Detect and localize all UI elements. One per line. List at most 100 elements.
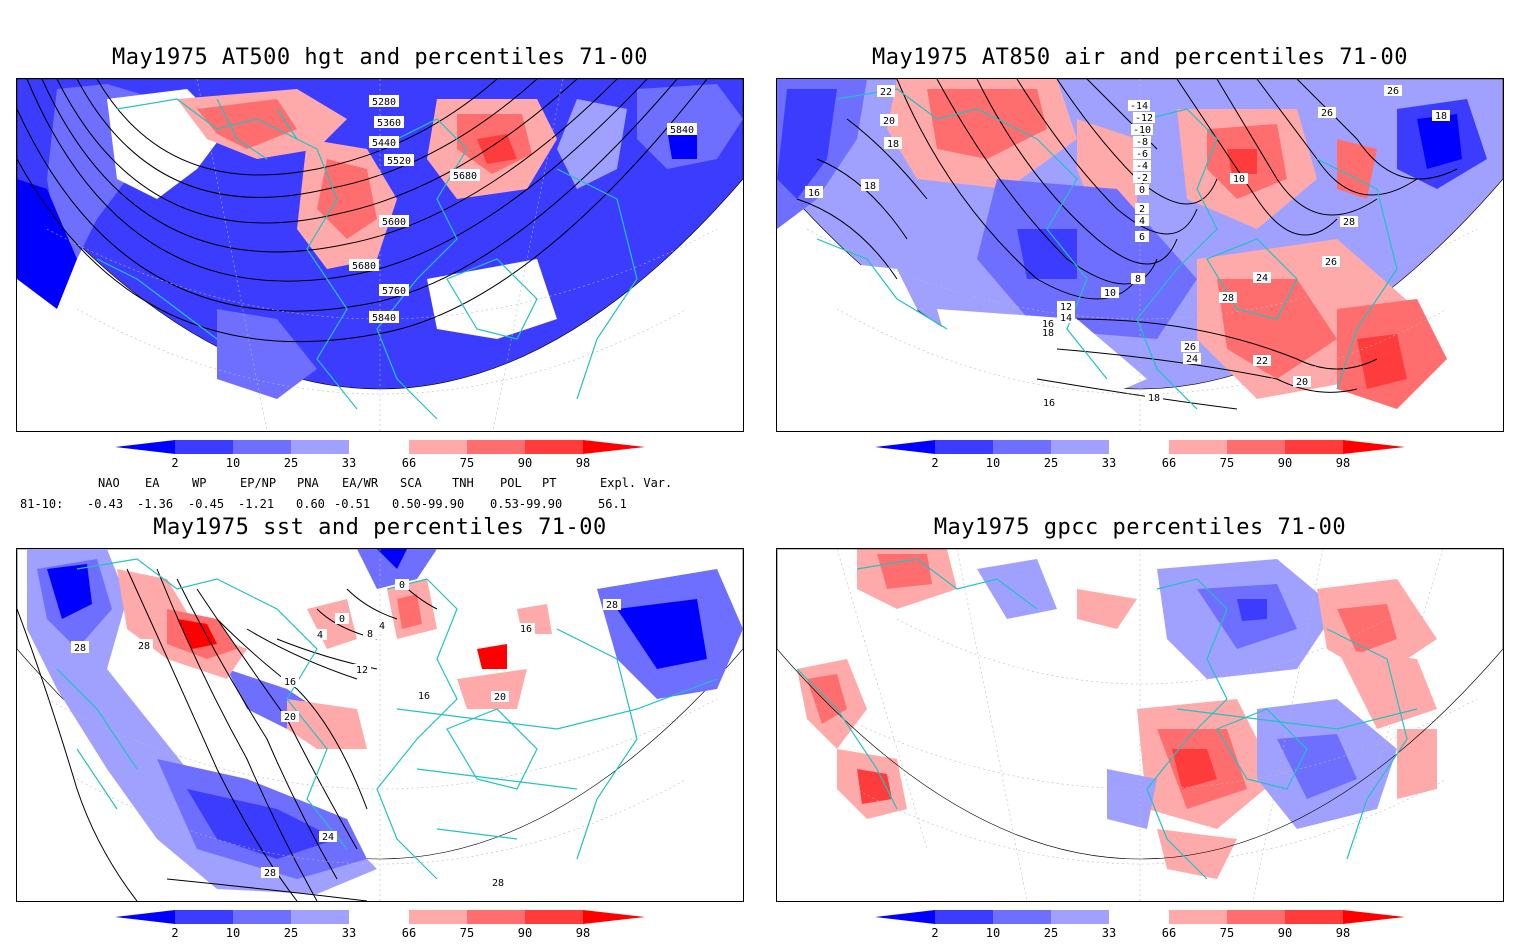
svg-text:33: 33 <box>1102 456 1116 470</box>
svg-text:90: 90 <box>518 926 532 940</box>
contour-label: 28 <box>1219 292 1237 304</box>
svg-text:28: 28 <box>1222 293 1234 304</box>
svg-text:-10: -10 <box>1133 125 1151 136</box>
contour-label: 18 <box>884 137 902 150</box>
svg-text:2: 2 <box>171 456 178 470</box>
svg-text:25: 25 <box>1044 456 1058 470</box>
svg-text:66: 66 <box>402 456 416 470</box>
contour-label: 5280 <box>369 95 399 108</box>
indices-table: NAO EA WP EP/NP PNA EA/WR SCA TNH POL PT… <box>20 474 740 514</box>
contour-label: -14 <box>1128 100 1150 112</box>
svg-text:98: 98 <box>1336 926 1350 940</box>
contour-label: 26 <box>1322 256 1340 268</box>
contour-label: 0 <box>1135 184 1149 196</box>
contour-labels: 5280 5360 5440 5520 5600 5680 5760 5840 … <box>349 95 697 324</box>
svg-text:24: 24 <box>1256 273 1268 284</box>
contour-label: 26 <box>1181 341 1199 353</box>
contour-label: 20 <box>880 114 898 127</box>
svg-text:16: 16 <box>1042 319 1054 330</box>
svg-text:-6: -6 <box>1136 149 1148 160</box>
svg-text:2: 2 <box>931 456 938 470</box>
svg-text:12: 12 <box>356 665 368 676</box>
svg-text:0.50-99.90: 0.50-99.90 <box>392 497 464 511</box>
contour-label: 16 <box>1040 397 1058 409</box>
svg-text:5680: 5680 <box>352 261 376 272</box>
svg-text:22: 22 <box>880 87 892 98</box>
contour-label: -10 <box>1131 124 1153 136</box>
svg-text:16: 16 <box>284 677 296 688</box>
contour-label: 18 <box>1432 110 1450 122</box>
svg-text:66: 66 <box>1162 926 1176 940</box>
indices-values: 81-10: -0.43 -1.36 -0.45 -1.21 0.60 -0.5… <box>20 497 627 511</box>
contour-label: 0 <box>395 579 409 591</box>
svg-text:75: 75 <box>460 456 474 470</box>
svg-text:90: 90 <box>1278 926 1292 940</box>
svg-text:14: 14 <box>1060 313 1072 324</box>
panel-title-gpcc: May1975 gpcc percentiles 71-00 <box>933 515 1347 540</box>
svg-text:20: 20 <box>284 712 296 723</box>
colorbar-hgt500: 2 10 25 33 66 75 90 98 <box>115 440 645 470</box>
svg-text:28: 28 <box>1343 217 1355 228</box>
contour-lines <box>17 79 708 343</box>
svg-text:28: 28 <box>606 600 618 611</box>
svg-text:90: 90 <box>518 456 532 470</box>
svg-text:2: 2 <box>931 926 938 940</box>
indices-headers: NAO EA WP EP/NP PNA EA/WR SCA TNH POL PT… <box>98 476 672 490</box>
svg-text:5520: 5520 <box>387 156 411 167</box>
contour-label: 16 <box>517 623 535 635</box>
svg-text:75: 75 <box>1220 456 1234 470</box>
contour-label: 5760 <box>379 284 409 297</box>
contour-label: -6 <box>1133 148 1151 160</box>
graticule <box>806 79 1478 431</box>
contour-label: 5440 <box>369 136 399 149</box>
svg-text:PT: PT <box>542 476 556 490</box>
contour-labels: 22 20 18 18 16 -14 -12 -10 -8 -6 -4 -2 0… <box>805 85 1450 409</box>
svg-text:28: 28 <box>138 641 150 652</box>
svg-text:PNA: PNA <box>297 476 319 490</box>
svg-text:-12: -12 <box>1135 113 1153 124</box>
svg-text:12: 12 <box>1060 302 1072 313</box>
svg-text:4: 4 <box>379 621 385 632</box>
contour-label: 24 <box>1183 353 1201 365</box>
svg-text:75: 75 <box>1220 926 1234 940</box>
svg-text:5360: 5360 <box>377 118 401 129</box>
svg-text:6: 6 <box>1139 232 1145 243</box>
panel-title-hgt500: May1975 AT500 hgt and percentiles 71-00 <box>111 45 649 70</box>
svg-text:4: 4 <box>317 630 323 641</box>
svg-text:5760: 5760 <box>382 286 406 297</box>
svg-text:0: 0 <box>339 614 345 625</box>
svg-text:TNH: TNH <box>452 476 474 490</box>
contour-label: 28 <box>489 877 507 889</box>
contour-label: -12 <box>1133 112 1155 124</box>
svg-text:0.53-99.90: 0.53-99.90 <box>490 497 562 511</box>
svg-text:4: 4 <box>1139 216 1145 227</box>
panel-title-sst: May1975 sst and percentiles 71-00 <box>153 515 607 540</box>
contour-label: 12 <box>1057 301 1075 313</box>
svg-text:10: 10 <box>226 456 240 470</box>
contour-label: 22 <box>1253 355 1271 367</box>
contour-label: 5600 <box>379 215 409 228</box>
svg-text:98: 98 <box>576 456 590 470</box>
svg-text:POL: POL <box>500 476 522 490</box>
svg-text:81-10:: 81-10: <box>20 497 63 511</box>
anomaly-shading <box>777 79 1487 409</box>
contour-label: 28 <box>135 639 153 652</box>
svg-text:33: 33 <box>1102 926 1116 940</box>
contour-label: 14 <box>1057 312 1075 324</box>
svg-text:26: 26 <box>1184 342 1196 353</box>
svg-text:18: 18 <box>1435 111 1447 122</box>
contour-label: 12 <box>353 664 371 676</box>
svg-text:8: 8 <box>367 629 373 640</box>
svg-text:-1.36: -1.36 <box>137 497 173 511</box>
contour-label: -8 <box>1133 136 1151 148</box>
svg-text:5280: 5280 <box>372 97 396 108</box>
svg-text:10: 10 <box>1233 174 1245 185</box>
svg-text:28: 28 <box>264 868 276 879</box>
svg-text:-14: -14 <box>1130 101 1148 112</box>
svg-text:18: 18 <box>864 181 876 192</box>
svg-text:24: 24 <box>322 832 334 843</box>
contour-label: 24 <box>1253 272 1271 284</box>
anomaly-shading <box>17 84 743 399</box>
contour-label: 2 <box>1135 203 1149 215</box>
panel-title-air850: May1975 AT850 air and percentiles 71-00 <box>871 45 1409 70</box>
